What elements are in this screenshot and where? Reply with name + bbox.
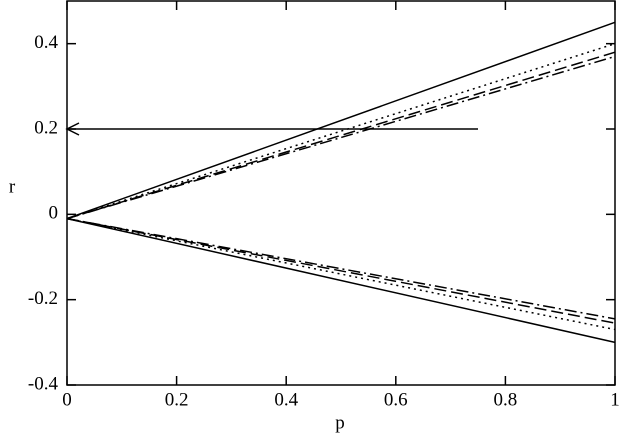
series-line xyxy=(66,51,616,220)
arrow-head xyxy=(65,122,80,136)
series-line xyxy=(66,217,616,320)
series-line xyxy=(66,55,616,220)
x-tick-label: 0.8 xyxy=(494,389,518,410)
x-tick-label: 0 xyxy=(62,389,72,410)
y-axis-label: r xyxy=(9,176,16,197)
plot-frame xyxy=(66,0,616,386)
y-tick-label: 0.4 xyxy=(34,32,58,53)
x-tick-label: 0.2 xyxy=(165,389,189,410)
x-tick-label: 0.4 xyxy=(274,389,298,410)
x-tick-label: 1 xyxy=(610,389,620,410)
series-line xyxy=(66,217,616,331)
series-line xyxy=(66,21,616,220)
y-tick-label: 0.2 xyxy=(34,117,58,138)
series-line xyxy=(66,42,616,220)
y-tick-label: 0 xyxy=(49,203,59,224)
y-tick-label: -0.4 xyxy=(28,373,59,394)
x-axis-label: p xyxy=(335,412,345,433)
x-tick-label: 0.6 xyxy=(384,389,408,410)
series-line xyxy=(66,217,616,344)
y-tick-label: -0.2 xyxy=(28,288,58,309)
